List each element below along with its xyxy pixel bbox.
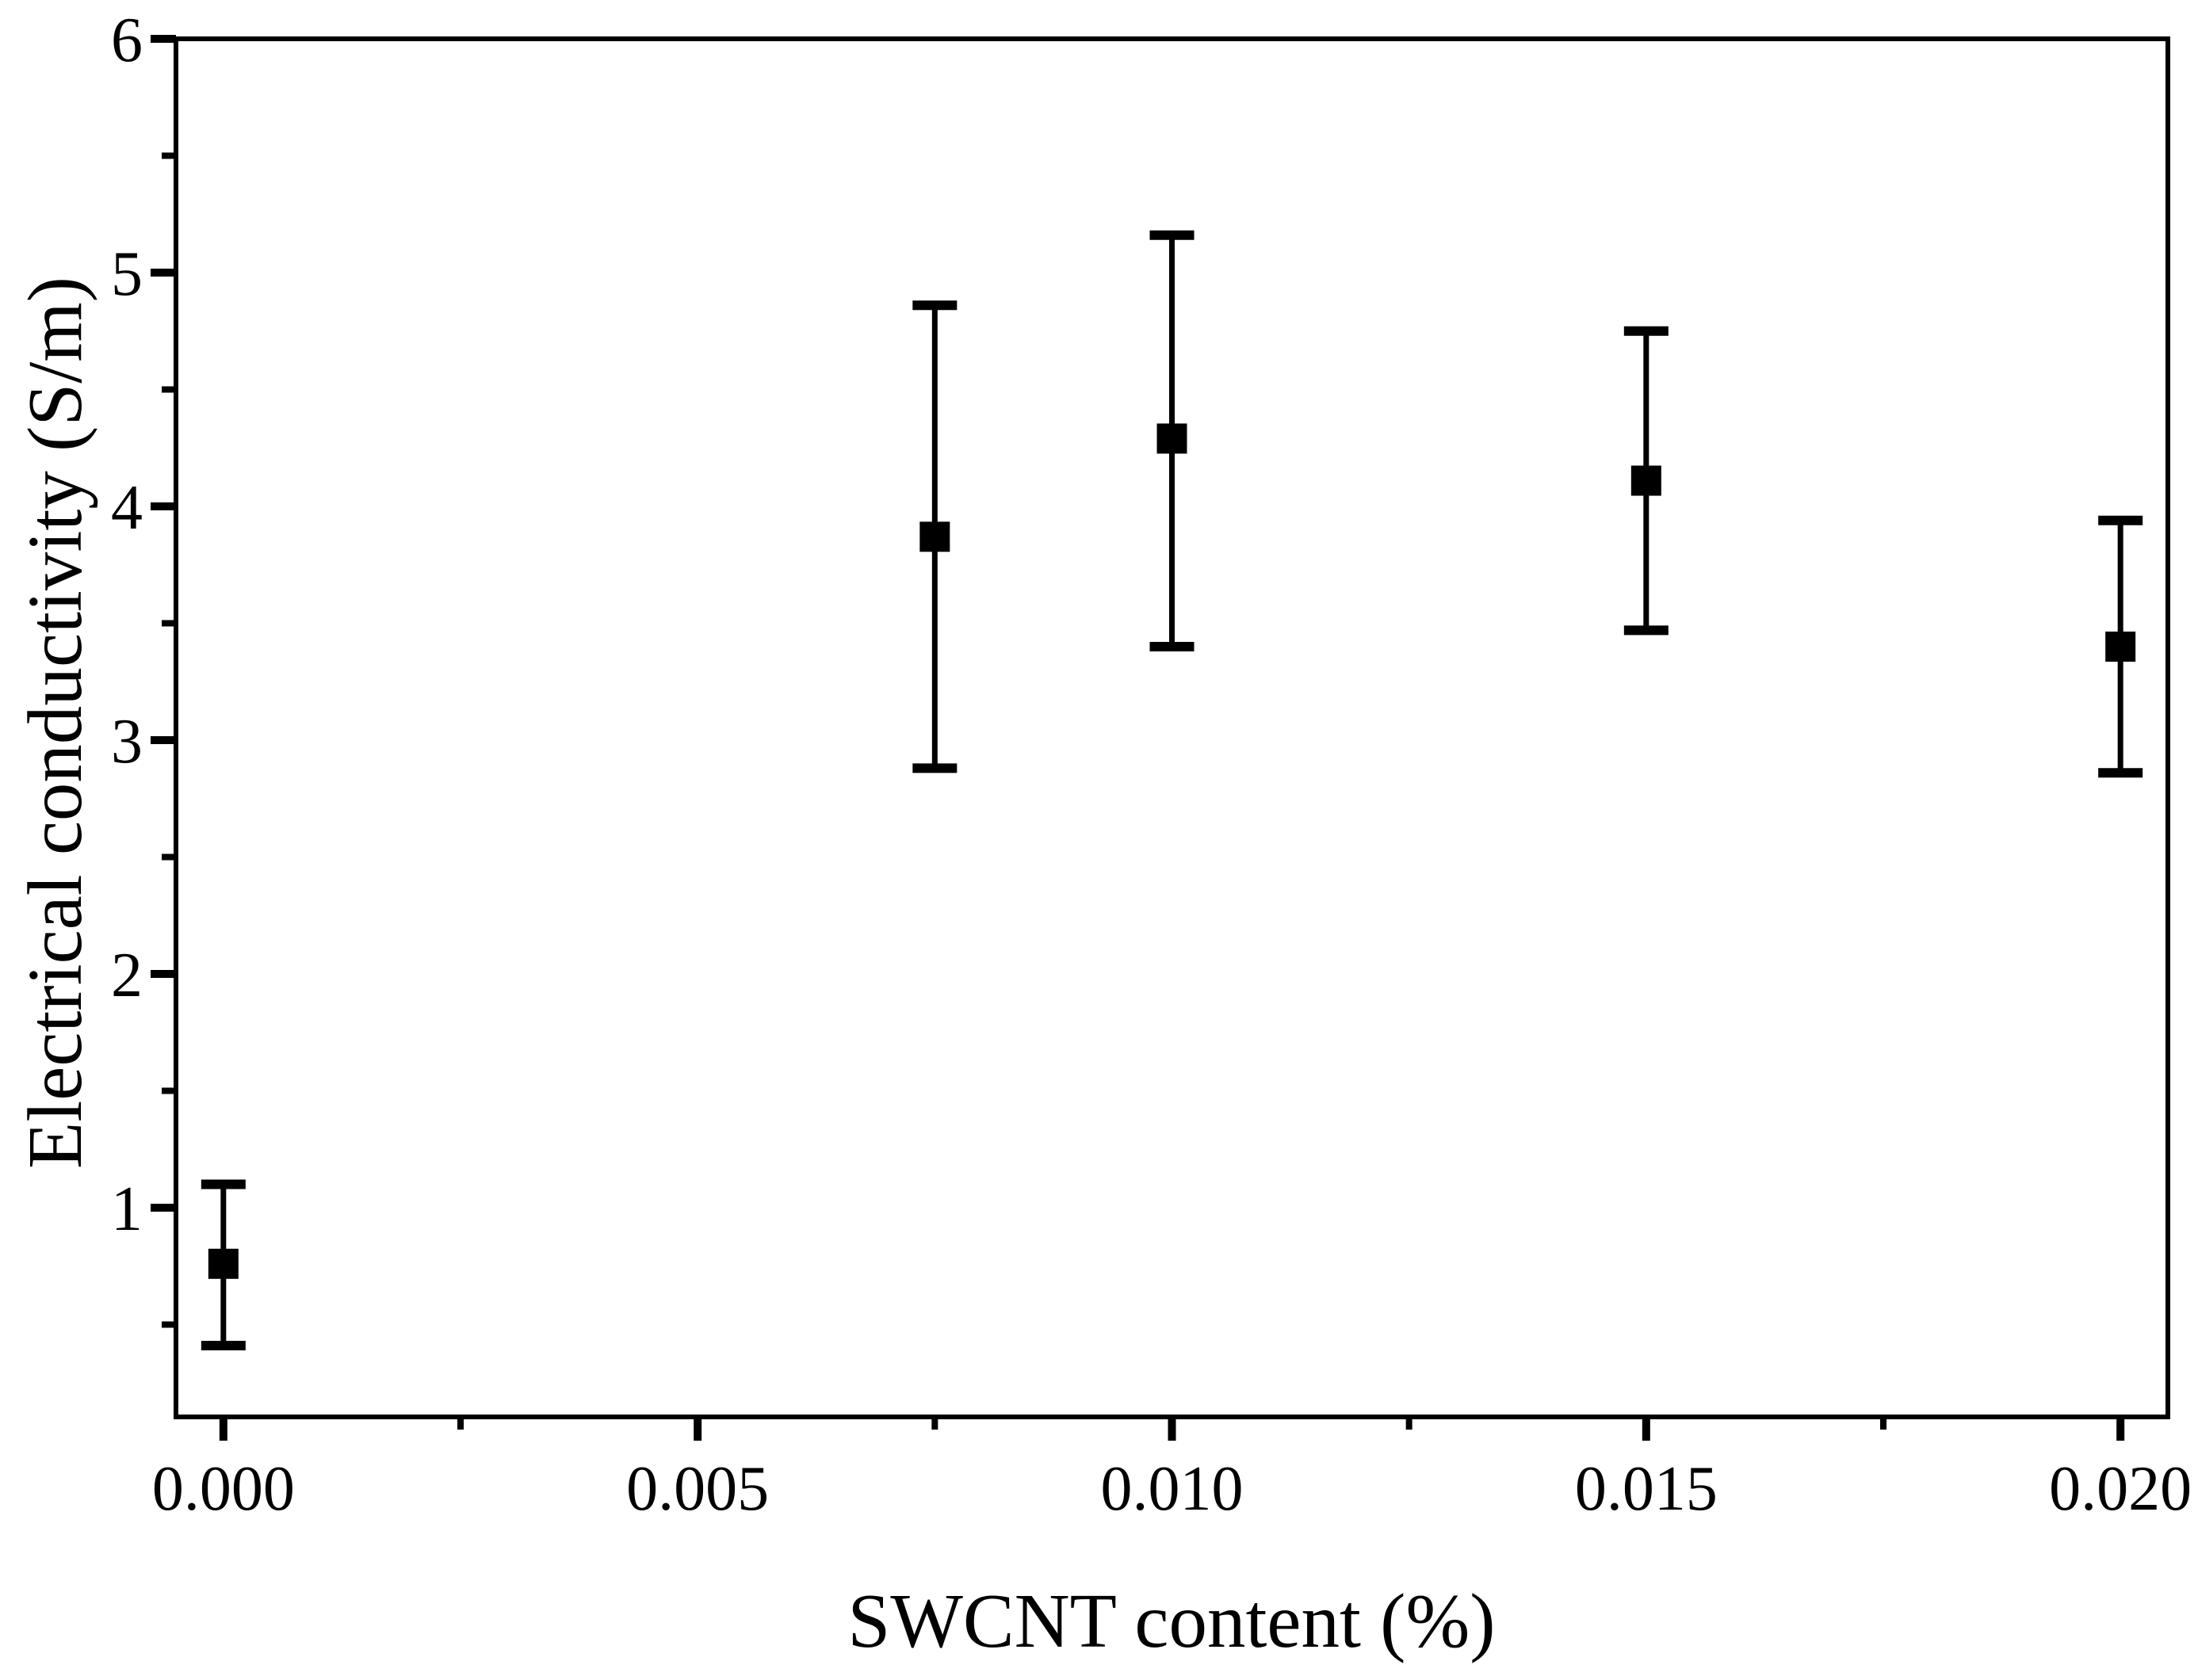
y-tick-label: 5: [111, 239, 143, 309]
x-tick-label: 0.020: [2049, 1454, 2192, 1524]
y-tick-label: 1: [111, 1174, 143, 1244]
y-tick-label: 6: [111, 6, 143, 75]
y-tick-label: 2: [111, 941, 143, 1010]
data-point-square: [1630, 465, 1661, 496]
data-point-square: [919, 521, 950, 552]
x-tick-label: 0.005: [626, 1454, 769, 1524]
data-point-square: [2105, 631, 2136, 662]
x-tick-label: 0.010: [1101, 1454, 1244, 1524]
data-point-square: [1156, 423, 1187, 454]
y-axis-title: Electrical conductivity (S/m): [13, 277, 97, 1169]
data-point-square: [208, 1248, 239, 1279]
y-tick-label: 3: [111, 707, 143, 777]
y-tick-label: 4: [111, 473, 143, 543]
x-axis-title: SWCNT content (%): [847, 1579, 1495, 1663]
x-tick-label: 0.015: [1575, 1454, 1718, 1524]
plot-area: 1 2 3 4 5 6 0.000 0.005 0.010 0.015 0.020: [111, 6, 2192, 1524]
x-tick-label: 0.000: [152, 1454, 295, 1524]
